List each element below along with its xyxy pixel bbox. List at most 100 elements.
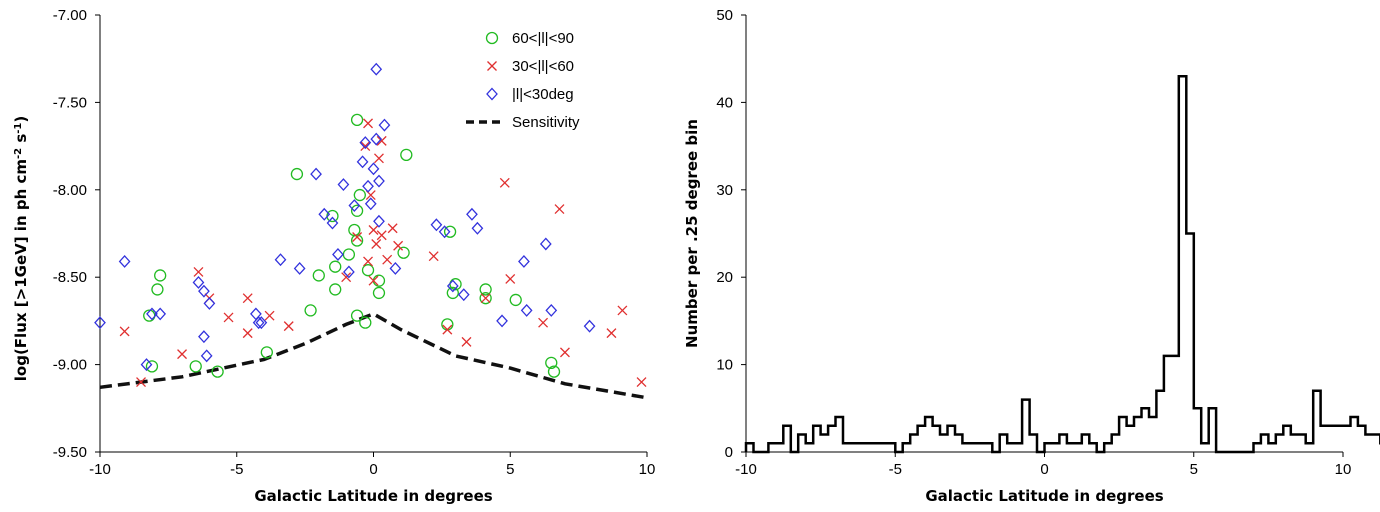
scatter-point-diamond xyxy=(274,253,287,267)
histogram-bin xyxy=(1261,435,1268,452)
cross-stroke xyxy=(376,230,387,241)
scatter-point-cross xyxy=(374,153,384,164)
scatter-point-cross xyxy=(136,377,146,388)
histogram-bin xyxy=(746,443,753,452)
scatter-point-circle xyxy=(329,260,342,273)
scatter-point-diamond xyxy=(378,118,391,132)
y-axis-title-part: ) xyxy=(12,116,30,123)
cross-stroke xyxy=(442,324,453,335)
scatter-point-diamond xyxy=(362,179,374,193)
scatter-point-circle xyxy=(547,365,561,378)
histogram-bin xyxy=(1194,408,1201,452)
scatter-point-circle xyxy=(260,346,273,359)
scatter-point-cross xyxy=(283,321,294,332)
y-axis-title-part: s xyxy=(12,134,30,148)
histogram-bin xyxy=(1186,234,1193,453)
histogram-bin xyxy=(1156,391,1163,452)
scatter-point-cross xyxy=(636,377,647,388)
cross-stroke xyxy=(365,190,376,201)
scatter-point-diamond xyxy=(154,307,167,321)
cross-stroke xyxy=(554,204,565,214)
scatter-point-cross xyxy=(363,118,373,129)
y-tick-label: -9.00 xyxy=(53,357,87,374)
scatter-point-circle xyxy=(189,360,202,373)
scatter-point-circle xyxy=(350,204,364,217)
histogram-bin xyxy=(1253,443,1260,452)
histogram-bin xyxy=(1298,435,1305,452)
scatter-point-circle xyxy=(441,318,454,331)
scatter-point-diamond xyxy=(471,221,484,235)
scatter-point-diamond xyxy=(367,162,380,176)
histogram-bin xyxy=(843,443,850,452)
histogram-bin xyxy=(985,443,992,452)
histogram-bin xyxy=(955,435,962,452)
scatter-point-cross xyxy=(505,273,516,284)
histogram-bin xyxy=(1358,426,1365,452)
histogram-bin xyxy=(1201,443,1208,452)
scatter-point-cross xyxy=(177,349,188,360)
scatter-point-diamond xyxy=(373,174,385,188)
histogram-bin xyxy=(1373,435,1380,452)
scatter-point-diamond xyxy=(520,303,533,317)
x-tick-label: -5 xyxy=(889,461,902,478)
histogram-bin xyxy=(888,443,895,452)
scatter-point-cross xyxy=(606,328,617,339)
scatter-point-circle xyxy=(350,113,364,127)
scatter-point-circle xyxy=(359,316,372,329)
y-tick-label: -8.50 xyxy=(53,269,87,286)
cross-stroke xyxy=(487,61,497,71)
histogram-bin xyxy=(1336,426,1343,452)
scatter-point-circle xyxy=(326,209,339,223)
scatter-point-diamond xyxy=(539,237,552,251)
scatter-point-circle xyxy=(361,264,375,277)
histogram-bin xyxy=(1112,435,1119,452)
cross-stroke xyxy=(223,312,234,323)
scatter-point-cross xyxy=(480,293,491,304)
histogram-bin xyxy=(977,443,984,452)
histogram-chart: 0 10 20 30 40 50 -10 -5 0 5 10 Galactic Latitude in… xyxy=(683,7,1380,505)
x-tick-label: 10 xyxy=(639,461,656,478)
scatter-point-diamond xyxy=(318,207,331,221)
histogram-bin xyxy=(1343,426,1350,452)
histogram-bin xyxy=(828,426,835,452)
cross-stroke xyxy=(368,225,379,235)
scatter-point-cross xyxy=(371,239,382,249)
scatter-point-cross xyxy=(376,230,387,241)
scatter-point-diamond xyxy=(466,207,478,221)
scatter-point-cross xyxy=(442,324,453,335)
scatter-point-diamond xyxy=(192,275,205,289)
scatter-point-diamond xyxy=(200,349,213,363)
cross-stroke xyxy=(499,177,510,188)
scatter-point-circle xyxy=(350,309,364,322)
x-tick-label: 10 xyxy=(1335,461,1352,478)
scatter-point-diamond xyxy=(203,296,216,310)
cross-stroke xyxy=(352,232,363,242)
scatter-point-cross xyxy=(461,336,472,347)
cross-stroke xyxy=(119,326,130,337)
histogram-bin xyxy=(1328,426,1335,452)
scatter-point-cross xyxy=(368,275,379,286)
cross-stroke xyxy=(382,254,393,265)
cross-stroke xyxy=(242,328,253,339)
histogram-bin xyxy=(880,443,887,452)
scatter-point-diamond xyxy=(359,136,372,150)
histogram-bin xyxy=(783,426,790,452)
histogram-bin xyxy=(776,443,783,452)
y-tick-label: -9.50 xyxy=(53,444,87,461)
scatter-point-circle xyxy=(479,283,492,296)
histogram-bin xyxy=(836,417,843,452)
histogram-bin xyxy=(821,435,828,452)
scatter-point-diamond xyxy=(94,316,106,330)
scatter-point-diamond xyxy=(438,225,451,239)
scatter-point-diamond xyxy=(198,284,210,298)
y-tick-label: 10 xyxy=(716,357,733,374)
histogram-bin xyxy=(947,426,954,452)
cross-stroke xyxy=(363,256,373,267)
scatter-point-cross xyxy=(119,326,130,337)
cross-stroke xyxy=(376,135,387,146)
legend-label: 30<|l|<60 xyxy=(512,58,574,75)
y-tick-label: -8.00 xyxy=(53,182,87,199)
cross-stroke xyxy=(428,251,439,262)
scatter-point-diamond xyxy=(310,167,322,181)
histogram-bin xyxy=(925,417,932,452)
